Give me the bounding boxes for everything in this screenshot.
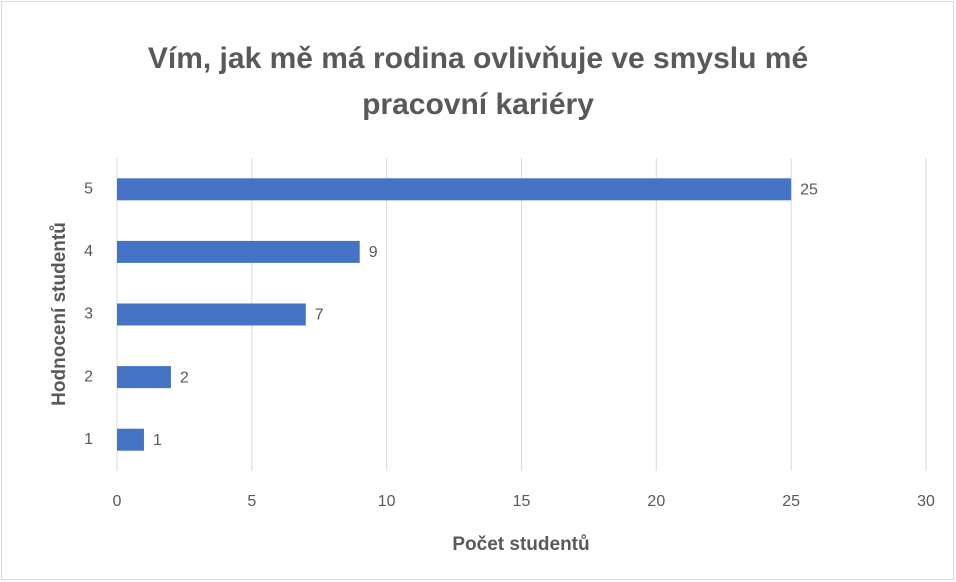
- bar: [117, 428, 144, 451]
- data-label: 7: [315, 307, 324, 324]
- x-axis-title: Počet studentů: [452, 534, 589, 555]
- x-tick-label: 10: [378, 493, 396, 510]
- chart-title: Vím, jak mě má rodina ovlivňuje ve smysl…: [147, 42, 809, 121]
- data-label: 2: [180, 369, 189, 386]
- bar: [117, 366, 171, 389]
- data-label: 25: [800, 182, 818, 199]
- x-tick-label: 30: [917, 493, 935, 510]
- y-axis-title: Hodnocení studentů: [49, 222, 70, 406]
- y-tick-label: 3: [84, 306, 93, 323]
- y-tick-label: 4: [84, 243, 93, 260]
- data-label: 9: [369, 244, 378, 261]
- x-tick-label: 0: [113, 493, 122, 510]
- x-tick-label: 15: [513, 493, 531, 510]
- y-tick-label: 2: [84, 368, 93, 385]
- bar: [117, 303, 306, 326]
- bar: [117, 178, 792, 201]
- data-label: 1: [153, 432, 162, 449]
- x-tick-label: 25: [782, 493, 800, 510]
- y-tick-label: 5: [84, 181, 93, 198]
- y-tick-label: 1: [84, 431, 93, 448]
- bar: [117, 240, 360, 263]
- x-tick-label: 20: [647, 493, 665, 510]
- x-tick-label: 5: [247, 493, 256, 510]
